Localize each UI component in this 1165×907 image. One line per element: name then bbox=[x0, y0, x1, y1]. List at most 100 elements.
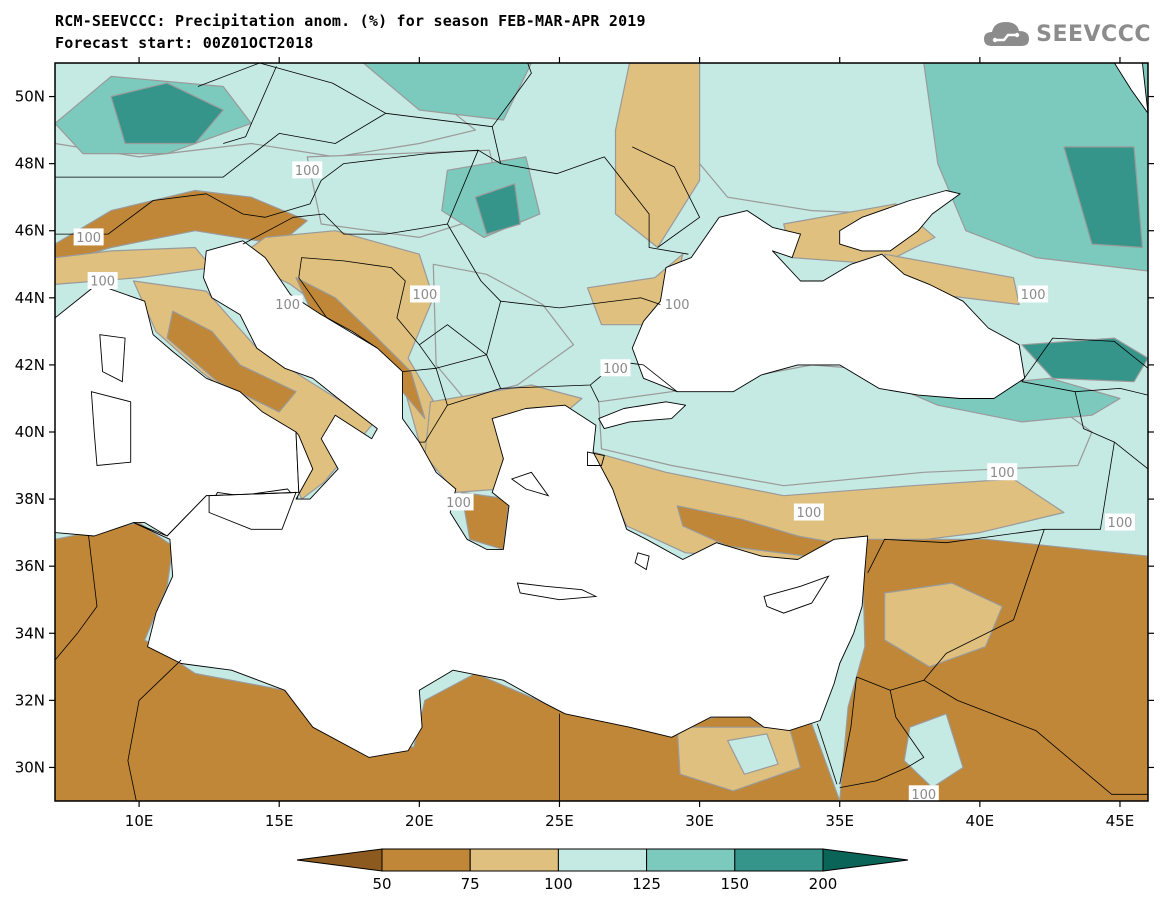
sea-area bbox=[839, 190, 961, 252]
lat-tick-label: 34N bbox=[15, 624, 45, 642]
country-border bbox=[816, 723, 838, 785]
contour-label: 100 bbox=[90, 275, 115, 290]
anomaly-region bbox=[474, 183, 521, 235]
anomaly-region bbox=[903, 713, 964, 789]
country-border bbox=[957, 700, 1148, 795]
lon-tick-label: 10E bbox=[125, 812, 154, 830]
contour-label-bg bbox=[443, 493, 474, 511]
island-outline bbox=[634, 552, 650, 571]
lon-tick-label: 35E bbox=[825, 812, 854, 830]
contour-label: 100 bbox=[76, 231, 101, 246]
contour-label-bg bbox=[409, 285, 440, 303]
contour-label: 100 bbox=[295, 164, 320, 179]
country-border bbox=[197, 63, 386, 114]
contour-label-bg bbox=[987, 463, 1018, 481]
lon-tick-label: 25E bbox=[545, 812, 574, 830]
contour-label-bg bbox=[600, 359, 631, 377]
country-border bbox=[223, 66, 277, 144]
country-border bbox=[500, 156, 689, 255]
anomaly-region bbox=[1063, 146, 1144, 249]
colorbar-label: 75 bbox=[461, 875, 480, 893]
country-border bbox=[127, 659, 182, 801]
contour-label-bg bbox=[662, 295, 693, 313]
lat-tick-label: 32N bbox=[15, 691, 45, 709]
anomaly-region bbox=[883, 582, 1003, 668]
country-border bbox=[923, 529, 1045, 701]
anomaly-region bbox=[110, 82, 224, 145]
lat-tick-label: 46N bbox=[15, 222, 45, 240]
forecast-start: Forecast start: 00Z01OCT2018 bbox=[55, 34, 314, 52]
colorbar-segment bbox=[469, 848, 559, 872]
country-border bbox=[491, 63, 532, 127]
boundaries bbox=[55, 63, 1148, 801]
country-border bbox=[298, 257, 487, 369]
lat-tick-label: 42N bbox=[15, 356, 45, 374]
anomaly-region bbox=[726, 733, 779, 775]
colorbar-segment bbox=[381, 848, 471, 872]
seevccc-logo: SEEVCCC bbox=[982, 18, 1151, 50]
island-outline bbox=[763, 575, 830, 614]
anomaly-region bbox=[432, 263, 575, 400]
sea-area bbox=[1113, 63, 1148, 114]
country-border bbox=[55, 535, 98, 661]
lon-tick-label: 30E bbox=[685, 812, 714, 830]
country-border bbox=[1021, 337, 1148, 382]
colorbar-segment bbox=[646, 848, 736, 872]
anomaly-region bbox=[839, 538, 1148, 801]
country-border bbox=[643, 364, 678, 393]
lon-tick-label: 20E bbox=[405, 812, 434, 830]
colorbar-label: 150 bbox=[720, 875, 749, 893]
map-title: RCM-SEEVCCC: Precipitation anom. (%) for… bbox=[55, 12, 646, 30]
lat-tick-label: 48N bbox=[15, 155, 45, 173]
country-border bbox=[242, 213, 325, 245]
contour-label-bg bbox=[73, 228, 104, 246]
colorbar-arrow-low bbox=[296, 848, 383, 872]
island-outline bbox=[587, 451, 605, 466]
country-border bbox=[839, 676, 857, 785]
sea-area bbox=[631, 210, 1026, 399]
sea-area bbox=[133, 240, 869, 758]
colorbar-label: 50 bbox=[372, 875, 391, 893]
contour-label-bg bbox=[1018, 285, 1049, 303]
contour-label: 100 bbox=[1108, 516, 1133, 531]
contour-label: 100 bbox=[990, 466, 1015, 481]
colorbar: 50 75 100 125 150 200 bbox=[296, 848, 909, 893]
country-border bbox=[447, 388, 501, 406]
lat-tick-label: 38N bbox=[15, 490, 45, 508]
country-border bbox=[323, 150, 479, 235]
anomaly-region bbox=[166, 310, 297, 413]
country-border bbox=[867, 442, 1115, 574]
island-outline bbox=[208, 491, 297, 530]
contour-label: 100 bbox=[446, 496, 471, 511]
contour-label: 100 bbox=[911, 788, 936, 803]
colorbar-label: 100 bbox=[544, 875, 573, 893]
contour-label: 100 bbox=[1021, 288, 1046, 303]
cloud-icon bbox=[984, 22, 1030, 46]
contour-label: 100 bbox=[275, 298, 300, 313]
country-border bbox=[419, 324, 487, 356]
contour-label-bg bbox=[1104, 513, 1135, 531]
contour-labels: 100 100 100 100 100 100 100 100 100 100 100 100 100 bbox=[73, 161, 1135, 803]
island-outline bbox=[510, 471, 550, 497]
contour-label: 100 bbox=[603, 362, 628, 377]
lat-tick-label: 30N bbox=[15, 758, 45, 776]
contour-label: 100 bbox=[665, 298, 690, 313]
anomaly-region bbox=[1021, 337, 1148, 383]
logo-text: SEEVCCC bbox=[1036, 21, 1151, 47]
colorbar-label: 125 bbox=[632, 875, 661, 893]
contour-label: 100 bbox=[413, 288, 438, 303]
contour-label: 100 bbox=[796, 506, 821, 521]
country-border bbox=[55, 112, 502, 235]
lon-tick-label: 15E bbox=[265, 812, 294, 830]
contour-label-bg bbox=[793, 503, 824, 521]
lat-tick-label: 44N bbox=[15, 289, 45, 307]
colorbar-segment bbox=[557, 848, 648, 872]
anomaly-region bbox=[362, 63, 533, 121]
country-border bbox=[589, 384, 600, 402]
contour-label-bg bbox=[87, 272, 118, 290]
colorbar-label: 200 bbox=[809, 875, 838, 893]
lon-tick-label: 40E bbox=[966, 812, 995, 830]
island-outline bbox=[90, 391, 132, 466]
contour-label-bg bbox=[292, 161, 323, 179]
